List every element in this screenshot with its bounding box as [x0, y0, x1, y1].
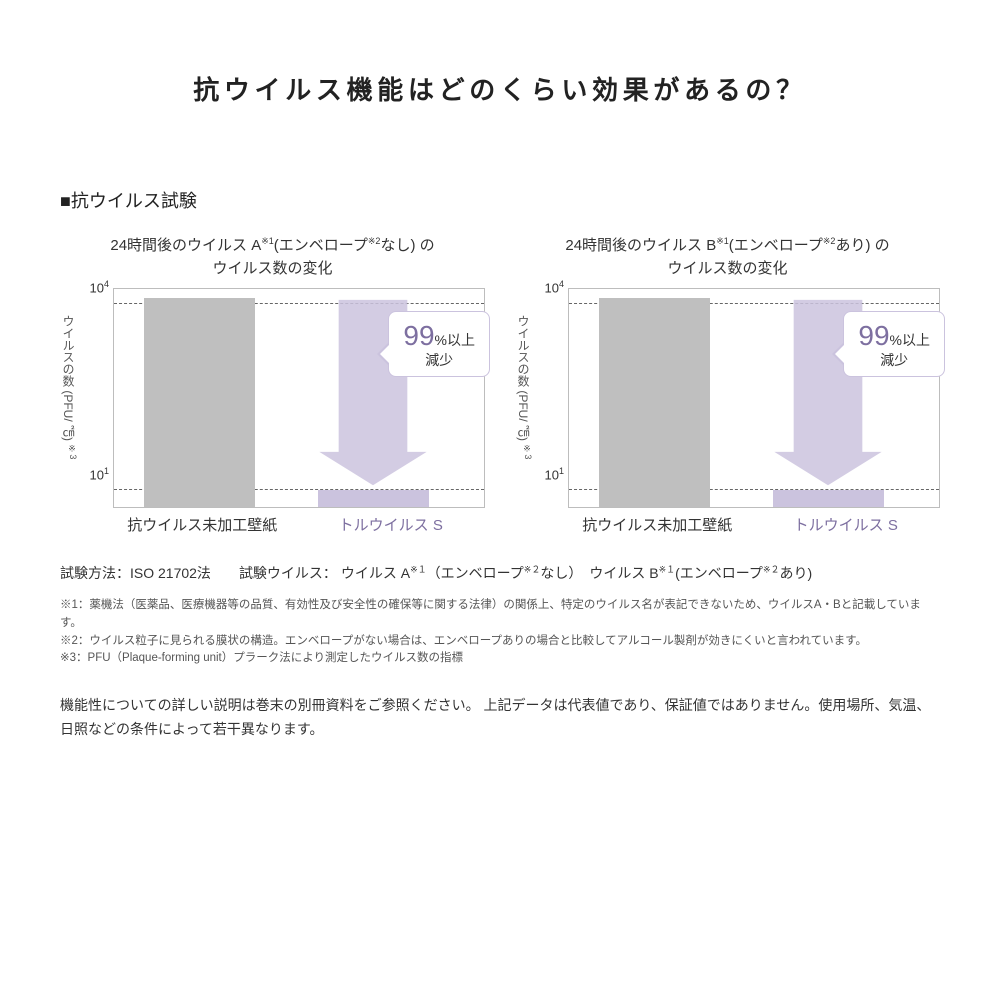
y-axis-label: ウイルスの数 (PFU/ ㎠) ※3 — [60, 288, 79, 508]
y-tick-label: 101 — [90, 468, 109, 483]
reduction-value: 99 — [858, 320, 889, 352]
callout-tail-icon — [835, 344, 845, 364]
x-category-label: 抗ウイルス未加工壁紙 — [108, 514, 297, 535]
chart-title: 24時間後のウイルス A※1(エンベロープ※2なし) の ウイルス数の変化 — [60, 235, 485, 280]
plot-area: 99%以上減少 — [113, 288, 485, 508]
section-label: ■抗ウイルス試験 — [60, 187, 940, 213]
x-axis-categories: 抗ウイルス未加工壁紙トルウイルス S — [108, 514, 485, 535]
method-line: 試験方法：ISO 21702法試験ウイルス： ウイルス A※１（エンベロープ※２… — [60, 563, 940, 583]
reduction-value: 99 — [403, 320, 434, 352]
y-tick-label: 101 — [545, 468, 564, 483]
chart-title: 24時間後のウイルス B※1(エンベロープ※2あり) の ウイルス数の変化 — [515, 235, 940, 280]
plot-wrap: ウイルスの数 (PFU/ ㎠) ※310410199%以上減少 — [60, 288, 485, 508]
footnotes: ※1：薬機法（医薬品、医療機器等の品質、有効性及び安全性の確保等に関する法律）の… — [60, 597, 940, 668]
x-category-label: トルウイルス S — [297, 514, 486, 535]
reduction-sub: 減少 — [403, 350, 475, 370]
y-axis-ticks: 104101 — [79, 288, 113, 508]
callout-tail-icon — [380, 344, 390, 364]
chart-panel: 24時間後のウイルス B※1(エンベロープ※2あり) の ウイルス数の変化ウイル… — [515, 235, 940, 535]
chart-panel: 24時間後のウイルス A※1(エンベロープ※2なし) の ウイルス数の変化ウイル… — [60, 235, 485, 535]
reduction-callout: 99%以上減少 — [843, 311, 945, 377]
charts-row: 24時間後のウイルス A※1(エンベロープ※2なし) の ウイルス数の変化ウイル… — [60, 235, 940, 535]
reduction-unit: %以上 — [890, 332, 930, 348]
y-tick-label: 104 — [90, 281, 109, 296]
plot-wrap: ウイルスの数 (PFU/ ㎠) ※310410199%以上減少 — [515, 288, 940, 508]
plot-area: 99%以上減少 — [568, 288, 940, 508]
y-axis-label: ウイルスの数 (PFU/ ㎠) ※3 — [515, 288, 534, 508]
x-axis-categories: 抗ウイルス未加工壁紙トルウイルス S — [563, 514, 940, 535]
x-category-label: トルウイルス S — [752, 514, 941, 535]
page: 抗ウイルス機能はどのくらい効果があるの？ ■抗ウイルス試験 24時間後のウイルス… — [0, 0, 1000, 742]
footer-note: 機能性についての詳しい説明は巻末の別冊資料をご参照ください。 上記データは代表値… — [60, 694, 940, 742]
y-axis-ticks: 104101 — [534, 288, 568, 508]
reduction-unit: %以上 — [435, 332, 475, 348]
x-category-label: 抗ウイルス未加工壁紙 — [563, 514, 752, 535]
reduction-sub: 減少 — [858, 350, 930, 370]
page-title: 抗ウイルス機能はどのくらい効果があるの？ — [60, 70, 940, 107]
reduction-callout: 99%以上減少 — [388, 311, 490, 377]
y-tick-label: 104 — [545, 281, 564, 296]
